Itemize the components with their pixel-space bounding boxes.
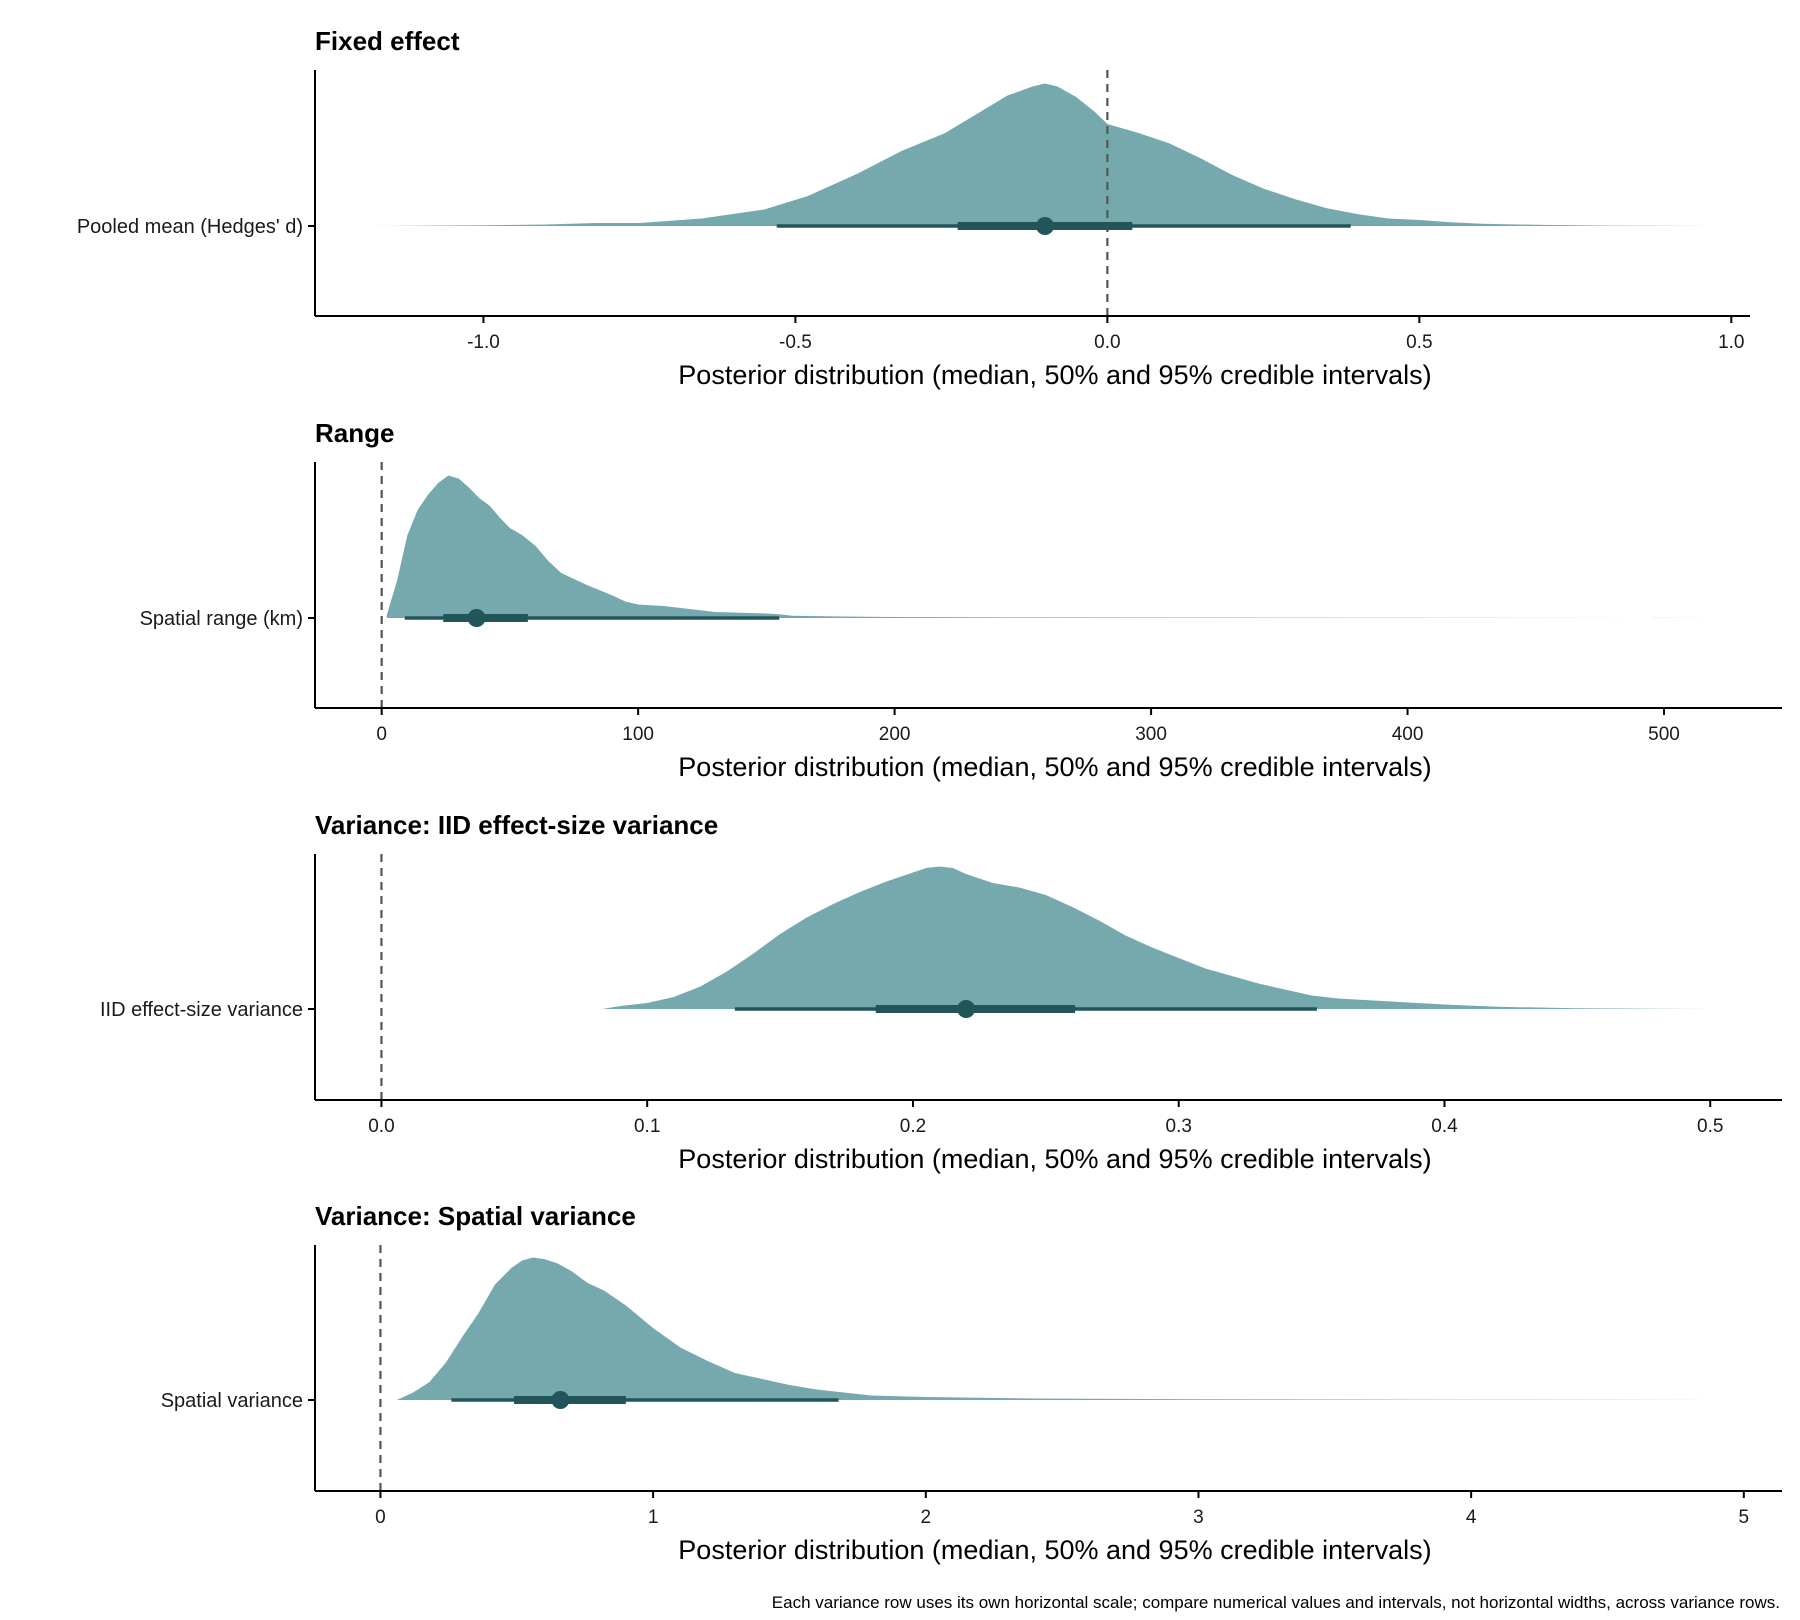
- x-tick-label: -0.5: [779, 332, 812, 353]
- median-point: [1035, 217, 1054, 235]
- panel-2: Range Spatial range (km) 0 100 200 300 400 500 P…: [140, 418, 1782, 782]
- panel-1: Fixed effect Pooled mean (Hedges' d) -1.0 -…: [77, 26, 1750, 390]
- x-tick-label: 0.0: [1094, 332, 1120, 353]
- median-point: [467, 609, 486, 627]
- x-tick-label: 1.0: [1718, 332, 1744, 353]
- x-tick-label: 1: [648, 1507, 659, 1528]
- x-tick-label: 2: [921, 1507, 932, 1528]
- density-area: [371, 83, 1713, 226]
- x-tick-label: 400: [1392, 724, 1424, 745]
- x-axis-title: Posterior distribution (median, 50% and …: [678, 360, 1431, 390]
- panel-title: Variance: IID effect-size variance: [315, 810, 718, 840]
- x-tick-label: 0.1: [634, 1116, 660, 1137]
- x-axis-title: Posterior distribution (median, 50% and …: [678, 752, 1431, 782]
- x-tick-label: 100: [622, 724, 654, 745]
- density-area: [386, 475, 1716, 618]
- x-tick-label: 500: [1648, 724, 1680, 745]
- median-point: [957, 1000, 976, 1018]
- panel-title: Range: [315, 418, 394, 448]
- row-label: IID effect-size variance: [100, 999, 303, 1021]
- x-tick-label: 0.2: [900, 1116, 926, 1137]
- row-label: Pooled mean (Hedges' d): [77, 216, 303, 238]
- density-area: [602, 866, 1711, 1009]
- panel-title: Variance: Spatial variance: [315, 1201, 636, 1231]
- x-tick-label: 4: [1466, 1507, 1477, 1528]
- x-axis-title: Posterior distribution (median, 50% and …: [678, 1144, 1431, 1174]
- chart-caption: Each variance row uses its own horizonta…: [772, 1593, 1780, 1612]
- x-tick-label: 0.3: [1166, 1116, 1192, 1137]
- density-area: [396, 1257, 1717, 1400]
- panel-4: Variance: Spatial variance Spatial varian…: [161, 1201, 1782, 1565]
- median-point: [551, 1391, 570, 1409]
- x-tick-label: 0.5: [1697, 1116, 1723, 1137]
- x-tick-label: 300: [1135, 724, 1167, 745]
- row-label: Spatial variance: [161, 1390, 303, 1412]
- x-tick-label: 3: [1193, 1507, 1204, 1528]
- x-tick-label: 0.4: [1431, 1116, 1458, 1137]
- x-axis-title: Posterior distribution (median, 50% and …: [678, 1535, 1431, 1565]
- x-tick-label: 5: [1739, 1507, 1750, 1528]
- panel-3: Variance: IID effect-size variance IID ef…: [100, 810, 1782, 1174]
- panel-title: Fixed effect: [315, 26, 460, 56]
- x-tick-label: 0.0: [368, 1116, 394, 1137]
- x-tick-label: -1.0: [467, 332, 500, 353]
- x-tick-label: 0: [376, 724, 387, 745]
- x-tick-label: 0: [375, 1507, 386, 1528]
- x-tick-label: 200: [879, 724, 911, 745]
- x-tick-label: 0.5: [1406, 332, 1432, 353]
- row-label: Spatial range (km): [140, 608, 303, 630]
